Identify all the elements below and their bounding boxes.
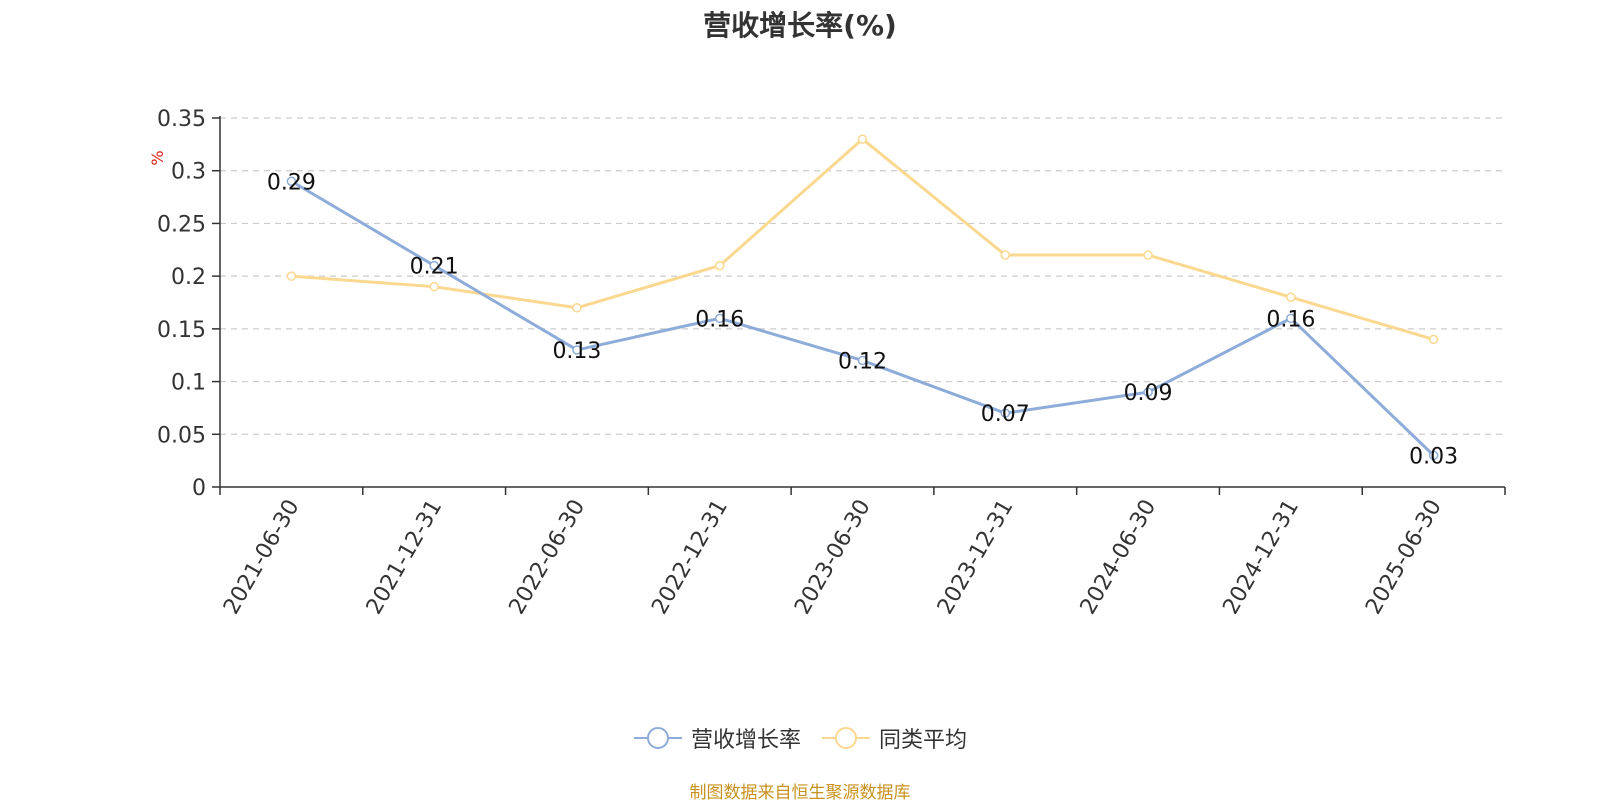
legend-item-0[interactable]: 营收增长率 [633,722,801,754]
data-label: 0.29 [267,170,316,195]
data-label: 0.16 [695,307,744,332]
data-point [429,281,439,292]
x-tick-label: 2023-06-30 [790,496,876,619]
data-point [286,176,297,187]
legend-label: 营收增长率 [690,728,801,753]
y-axis-label: % [148,150,167,165]
data-point [1428,450,1439,461]
source-note: 制图数据来自恒生聚源数据库 [689,783,911,803]
x-tick-label: 2021-06-30 [219,496,305,619]
data-point [572,345,582,355]
data-point [1000,250,1011,260]
data-label: 0.16 [1266,307,1315,332]
y-tick-label: 0 [192,476,206,501]
x-tick-label: 2023-12-31 [933,496,1019,619]
chart-title: 营收增长率(%) [703,9,897,42]
x-tick-label: 2022-06-30 [505,496,591,619]
x-tick-label: 2024-12-31 [1218,496,1304,619]
y-tick-label: 0.05 [157,423,206,448]
data-point [1428,334,1439,345]
legend-swatch-icon [822,727,870,749]
y-tick-label: 0.35 [157,107,206,132]
data-point [1286,313,1296,324]
series-lines [286,134,1439,461]
legend: 营收增长率 同类平均 [0,722,1600,754]
legend-item-1[interactable]: 同类平均 [821,722,967,754]
grid-lines [220,117,1505,435]
y-tick-label: 0.15 [157,318,206,343]
data-point [286,271,297,281]
data-label: 0.09 [1124,381,1173,406]
data-point [1286,292,1296,302]
data-label: 0.07 [981,402,1030,427]
y-tick-label: 0.1 [171,371,206,396]
data-point [714,313,725,324]
x-tick-label: 2025-06-30 [1361,496,1447,619]
data-point [429,260,439,271]
series-line-0 [290,179,1435,457]
data-point [1143,250,1153,260]
y-tick-label: 0.25 [157,212,206,237]
data-point [1000,408,1011,418]
x-tick-label: 2021-12-31 [362,495,448,618]
data-point [857,355,868,366]
legend-label: 同类平均 [879,728,968,753]
data-labels: 0.29 0.21 0.13 0.16 0.12 0.07 0.09 0.16 0.03 [267,170,1458,469]
data-point [857,134,868,144]
y-tick-label: 0.3 [171,160,206,185]
data-point [714,260,725,271]
data-label: 0.03 [1409,444,1458,469]
x-tick-label: 2022-12-31 [647,496,733,619]
y-tick-label: 0.2 [171,265,206,290]
data-point [1143,387,1153,397]
x-tick-label: 2024-06-30 [1076,496,1162,619]
data-label: 0.12 [838,349,887,374]
legend-swatch-icon [633,727,682,749]
data-label: 0.13 [552,339,601,364]
series-line-1 [291,137,1435,341]
data-point [572,303,582,313]
axes: 0 0.05 0.1 0.15 0.2 0.25 0.3 0.35% 2021-06-30 202… [148,107,1506,619]
data-label: 0.21 [410,255,459,280]
